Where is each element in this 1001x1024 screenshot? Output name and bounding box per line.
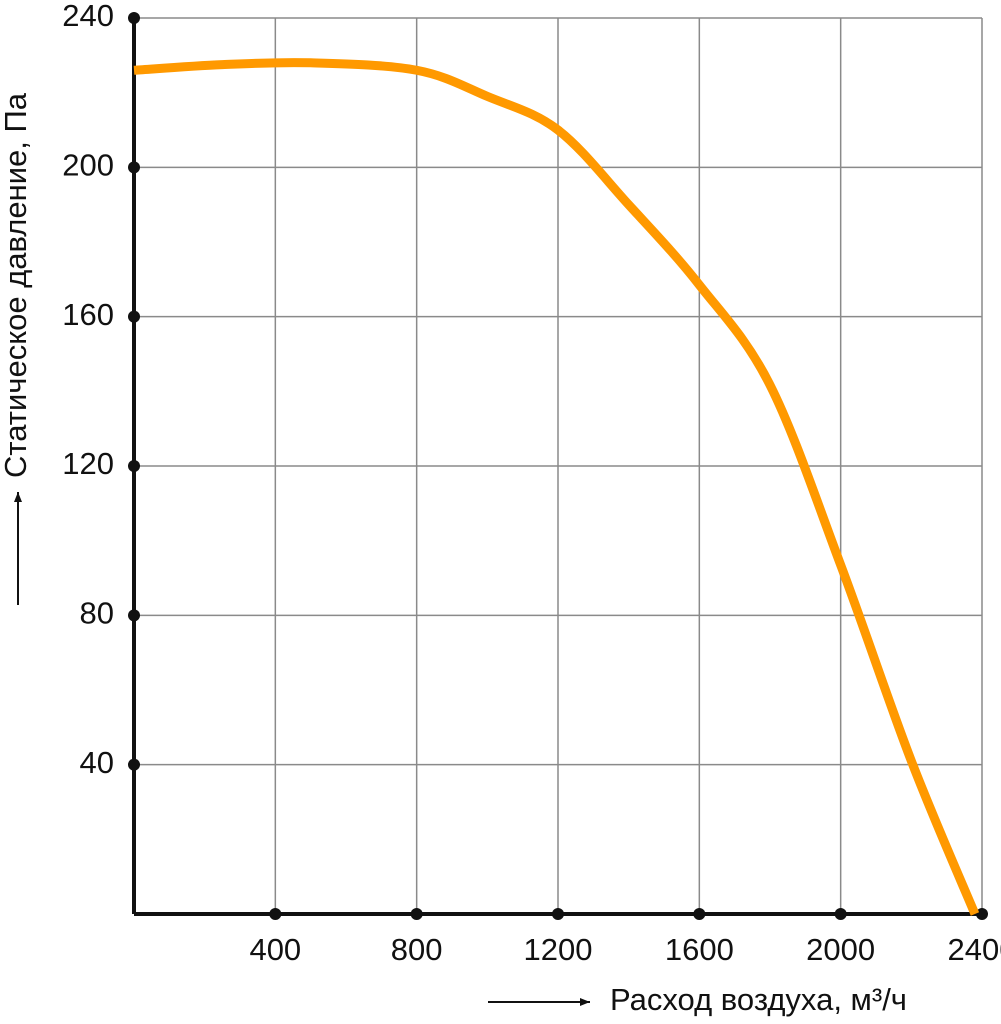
tick-dot <box>128 161 140 174</box>
y-tick-label: 40 <box>80 745 114 780</box>
y-tick-label: 120 <box>62 446 114 481</box>
x-tick-label: 400 <box>249 932 301 967</box>
tick-dot <box>128 609 140 622</box>
y-tick-label: 80 <box>80 596 114 631</box>
tick-dot <box>976 908 988 920</box>
x-tick-label: 2000 <box>806 932 875 967</box>
curve <box>133 58 980 916</box>
x-axis-label: Расход воздуха, м³/ч <box>610 982 907 1017</box>
y-axis-label: Статическое давление, Па <box>0 92 33 478</box>
tick-dot <box>128 758 140 771</box>
tick-dot <box>128 12 140 24</box>
x-tick-label: 1200 <box>524 932 593 967</box>
y-tick-label: 200 <box>62 148 114 183</box>
tick-dot <box>552 908 564 920</box>
tick-dot <box>410 908 423 920</box>
y-tick-label: 160 <box>62 297 114 332</box>
tick-dot <box>269 908 282 920</box>
x-tick-label: 1600 <box>665 932 734 967</box>
tick-dot <box>128 460 140 472</box>
y-tick-label: 240 <box>62 0 114 33</box>
x-tick-label: 2400 <box>948 932 1001 967</box>
tick-dot <box>128 310 140 323</box>
tick-dot <box>834 908 847 920</box>
x-tick-label: 800 <box>391 932 443 967</box>
tick-dot <box>693 908 706 920</box>
